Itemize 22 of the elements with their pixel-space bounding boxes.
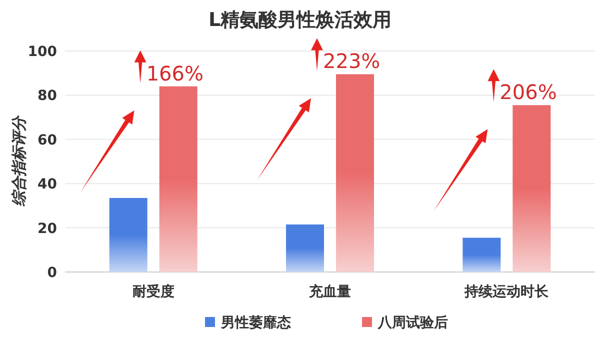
legend-label: 男性萎靡态 bbox=[220, 314, 291, 331]
annotation: 223% bbox=[323, 49, 380, 74]
y-axis-title: 综合指标评分 bbox=[10, 114, 28, 206]
bar bbox=[462, 238, 501, 272]
y-tick-label: 60 bbox=[38, 132, 58, 148]
y-tick-label: 80 bbox=[38, 88, 58, 104]
y-tick-label: 100 bbox=[28, 44, 58, 60]
y-tick-label: 40 bbox=[38, 176, 58, 193]
y-tick-label: 20 bbox=[38, 220, 58, 237]
annotation: 206% bbox=[500, 80, 557, 104]
bar bbox=[159, 86, 198, 272]
legend-label: 八周试验后 bbox=[377, 314, 448, 331]
bar bbox=[109, 198, 148, 272]
bar bbox=[336, 74, 374, 272]
bar bbox=[286, 224, 324, 272]
annotation: 166% bbox=[146, 61, 204, 86]
y-tick-label: 0 bbox=[47, 265, 58, 281]
x-tick-label: 持续运动时长 bbox=[464, 284, 550, 300]
x-tick-label: 耐受度 bbox=[132, 283, 174, 300]
bar bbox=[512, 105, 551, 272]
chart-title: L精氨酸男性焕活效用 bbox=[208, 9, 392, 31]
x-tick-label: 充血量 bbox=[308, 283, 351, 300]
